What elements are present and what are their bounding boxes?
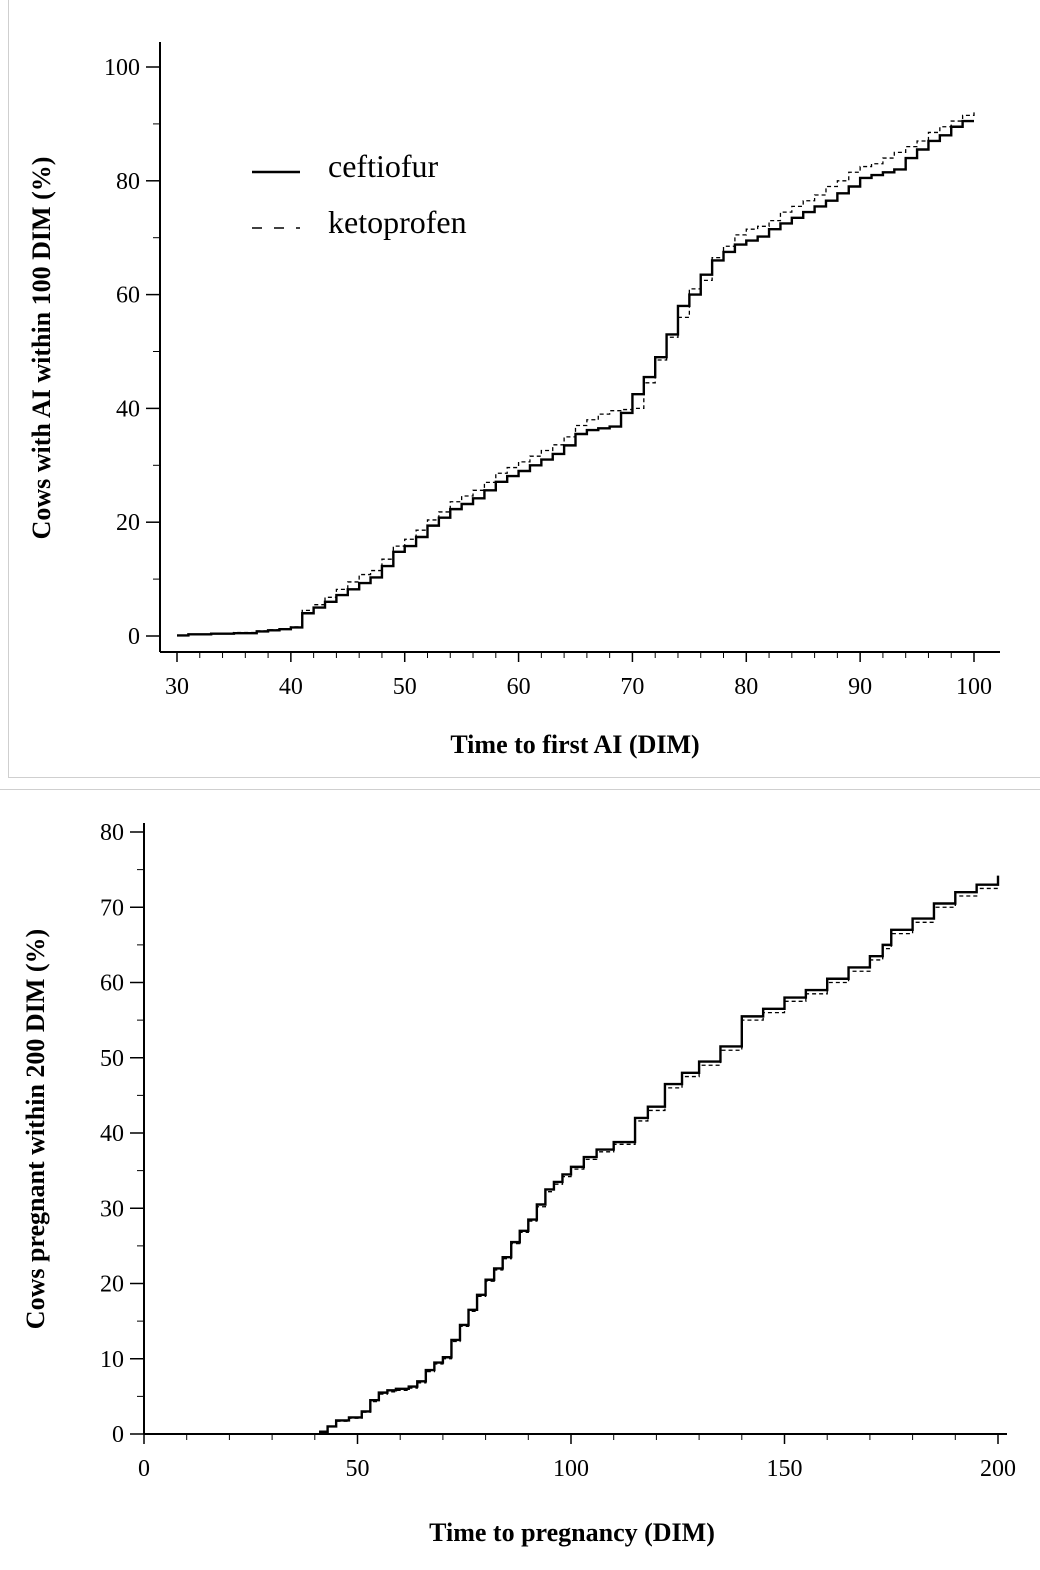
- x-axis-label: Time to pregnancy (DIM): [429, 1518, 715, 1547]
- y-tick-label: 100: [104, 55, 140, 81]
- y-tick-label: 30: [100, 1196, 124, 1222]
- series-line-ceftiofur: [319, 875, 1000, 1433]
- y-tick-label: 40: [116, 396, 140, 422]
- x-tick-label: 30: [165, 674, 189, 700]
- chart-panel-pregnancy: 0 50 100 150 200 0 10 20 30 40 50 60 70 80 Time to pr…: [0, 789, 1040, 1565]
- x-tick-label: 50: [393, 674, 417, 700]
- y-tick-label: 20: [100, 1272, 124, 1298]
- legend-label-ketoprofen: ketoprofen: [328, 204, 467, 240]
- y-tick-label: 0: [112, 1422, 124, 1448]
- x-tick-label: 40: [279, 674, 303, 700]
- y-tick-label: 80: [116, 169, 140, 195]
- first-ai-chart: 30 40 50 60 70 80 90 100 0 20 40 60 80 100 ceftiofur …: [27, 42, 1000, 759]
- y-tick-label: 10: [100, 1347, 124, 1373]
- legend-label-ceftiofur: ceftiofur: [328, 148, 439, 184]
- x-tick-label: 90: [848, 674, 872, 700]
- series-line-ketoprofen: [319, 880, 999, 1433]
- chart-panel-first-ai: 30 40 50 60 70 80 90 100 0 20 40 60 80 100 ceftiofur …: [8, 0, 1040, 778]
- axes-pregnancy: 0 50 100 150 200 0 10 20 30 40 50 60 70 80: [100, 820, 1016, 1482]
- x-tick-label: 100: [553, 1456, 589, 1482]
- y-tick-label: 60: [116, 283, 140, 309]
- panel-left-border: [8, 0, 9, 778]
- y-tick-label: 60: [100, 971, 124, 997]
- x-tick-label: 80: [734, 674, 758, 700]
- y-axis-label: Cows with AI within 100 DIM (%): [27, 157, 56, 540]
- series-group-pregnancy: [319, 875, 1000, 1433]
- y-tick-label: 20: [116, 510, 140, 536]
- y-tick-label: 40: [100, 1121, 124, 1147]
- axes-first-ai: 30 40 50 60 70 80 90 100 0 20 40 60 80 100: [104, 42, 1000, 700]
- series-line-ketoprofen: [177, 109, 975, 637]
- pregnancy-chart: 0 50 100 150 200 0 10 20 30 40 50 60 70 80 Time to pr…: [21, 820, 1016, 1547]
- y-tick-label: 80: [100, 820, 124, 846]
- x-tick-label: 100: [956, 674, 992, 700]
- panel-top-border: [0, 789, 1040, 790]
- y-tick-label: 0: [128, 624, 140, 650]
- x-tick-label: 150: [767, 1456, 803, 1482]
- x-tick-label: 0: [138, 1456, 150, 1482]
- y-tick-label: 70: [100, 895, 124, 921]
- x-tick-label: 50: [346, 1456, 370, 1482]
- x-tick-label: 200: [980, 1456, 1016, 1482]
- x-tick-label: 60: [507, 674, 531, 700]
- x-axis-label: Time to first AI (DIM): [450, 730, 699, 759]
- y-axis-label: Cows pregnant within 200 DIM (%): [21, 929, 50, 1329]
- series-group-first-ai: [177, 109, 975, 637]
- series-line-ceftiofur: [177, 119, 974, 637]
- x-tick-label: 70: [620, 674, 644, 700]
- y-tick-label: 50: [100, 1046, 124, 1072]
- panel-bottom-border: [8, 777, 1040, 778]
- legend: ceftiofur ketoprofen: [252, 148, 467, 240]
